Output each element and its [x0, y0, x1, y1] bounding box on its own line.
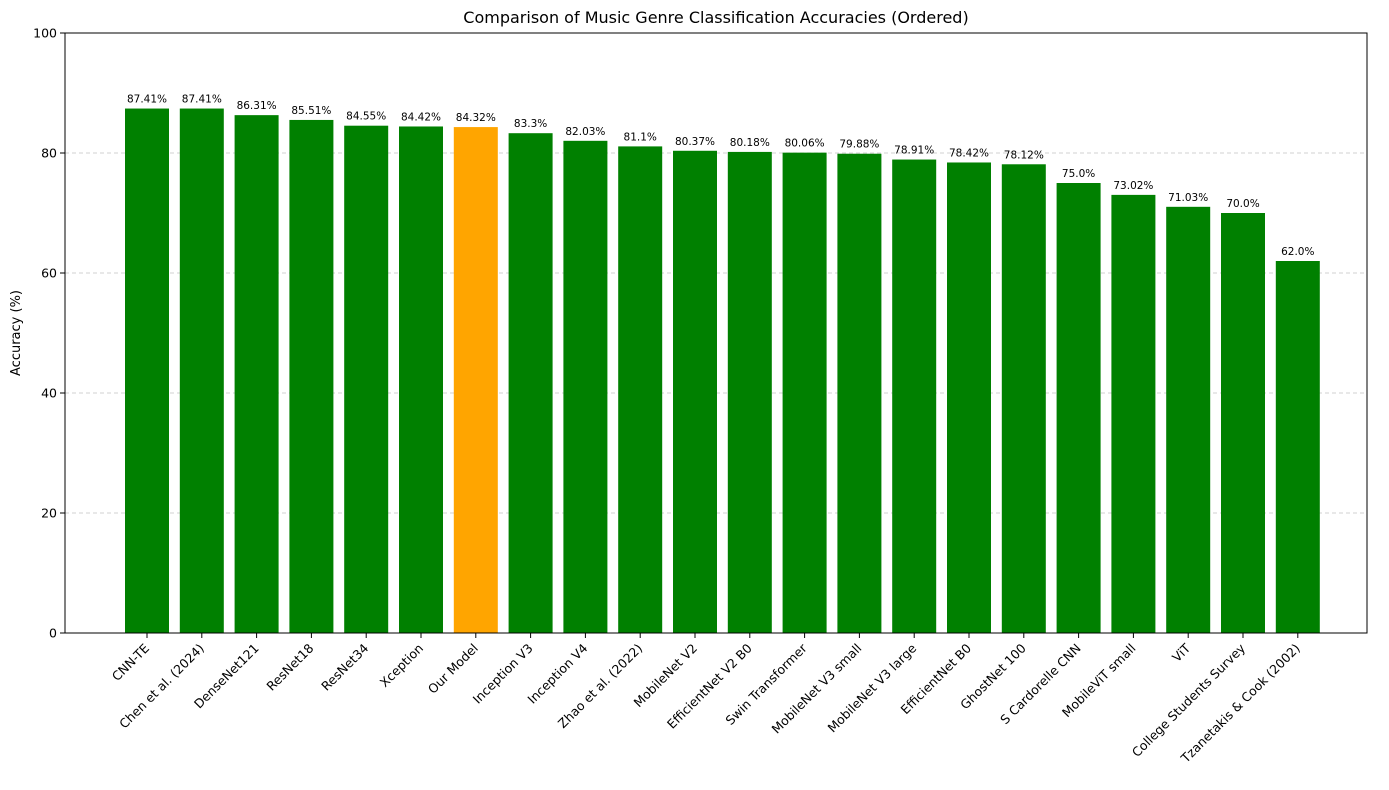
data-label: 75.0%	[1062, 168, 1095, 180]
bar	[508, 133, 553, 633]
data-label: 84.55%	[346, 111, 386, 123]
bar	[1166, 206, 1211, 633]
data-label: 80.06%	[785, 138, 825, 150]
y-tick-label: 80	[41, 146, 57, 161]
data-label: 71.03%	[1168, 192, 1208, 204]
y-tick-label: 40	[41, 386, 57, 401]
bar	[837, 153, 882, 633]
bar	[179, 108, 224, 634]
bar	[344, 125, 389, 633]
chart-title: Comparison of Music Genre Classification…	[463, 8, 968, 27]
data-label: 84.32%	[456, 112, 496, 124]
data-label: 87.41%	[182, 94, 222, 106]
bar	[782, 152, 827, 633]
x-tick-label: College Students Survey	[1129, 640, 1249, 760]
x-tick-label: Xception	[377, 641, 427, 691]
bar-highlight	[453, 127, 498, 633]
data-label: 86.31%	[237, 100, 277, 112]
bar	[289, 119, 334, 633]
y-axis-ticks: 0 20 40 60 80 100	[33, 26, 65, 641]
bars	[125, 108, 1320, 634]
bar	[673, 150, 717, 633]
bar	[234, 115, 279, 633]
data-label: 81.1%	[624, 131, 657, 143]
bar	[892, 159, 937, 634]
x-tick-label: MobileNet V3 small	[769, 641, 865, 737]
data-label: 78.91%	[894, 145, 934, 157]
y-tick-label: 20	[41, 506, 57, 521]
data-label: 83.3%	[514, 118, 547, 130]
data-label: 80.18%	[730, 137, 770, 149]
data-label: 70.0%	[1226, 198, 1259, 210]
data-label: 79.88%	[839, 139, 879, 151]
y-tick-label: 100	[33, 26, 57, 41]
data-label: 84.42%	[401, 111, 441, 123]
y-tick-label: 0	[49, 626, 57, 641]
x-tick-label: ResNet18	[263, 640, 316, 693]
x-tick-label: Our Model	[425, 641, 481, 697]
data-label: 62.0%	[1281, 246, 1314, 258]
bar	[1001, 164, 1046, 633]
x-tick-label: CNN-TE	[109, 640, 152, 683]
x-tick-label: ResNet34	[318, 640, 371, 693]
bar	[1221, 213, 1265, 633]
plot-frame	[64, 32, 1368, 634]
bar	[618, 146, 663, 633]
data-label: 85.51%	[291, 105, 331, 117]
bar	[947, 162, 991, 634]
data-label: 87.41%	[127, 94, 167, 106]
bar	[1056, 183, 1101, 633]
bar	[399, 126, 443, 633]
bar	[1275, 261, 1320, 633]
bar	[727, 151, 772, 634]
data-label: 80.37%	[675, 136, 715, 148]
bar	[563, 140, 608, 633]
y-tick-label: 60	[41, 266, 57, 281]
bar	[1111, 194, 1156, 633]
y-axis-label: Accuracy (%)	[9, 290, 24, 376]
data-label: 73.02%	[1113, 180, 1153, 192]
data-label: 78.12%	[1004, 149, 1044, 161]
data-label: 78.42%	[949, 147, 989, 159]
data-label: 82.03%	[565, 126, 605, 138]
x-tick-label: ViT	[1169, 640, 1194, 665]
bar	[125, 108, 169, 634]
data-labels: 87.41% 87.41% 86.31% 85.51% 84.55% 84.42% 84.3…	[127, 94, 1315, 258]
x-tick-label: Tzanetakis & Cook (2002)	[1177, 641, 1303, 767]
